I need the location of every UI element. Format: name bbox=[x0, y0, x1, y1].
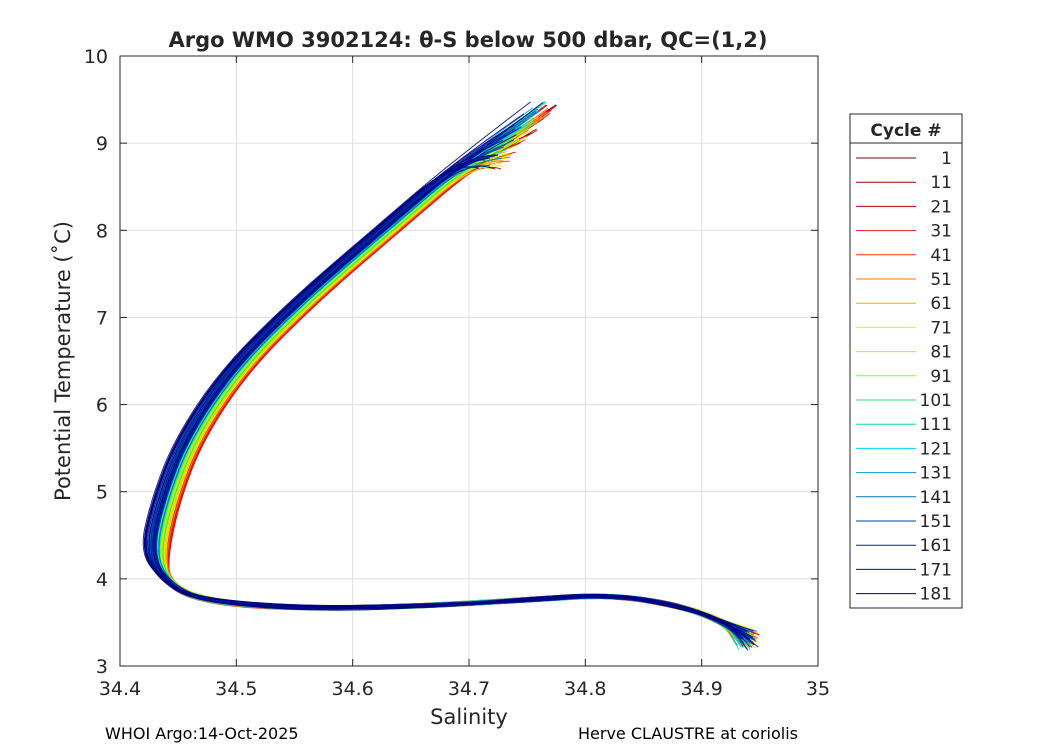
legend-label: 141 bbox=[920, 488, 952, 508]
footer-right: Herve CLAUSTRE at coriolis bbox=[578, 724, 798, 743]
y-tick-label: 10 bbox=[84, 46, 108, 68]
y-tick-label: 4 bbox=[96, 569, 108, 591]
legend-box bbox=[849, 113, 963, 609]
legend-label: 121 bbox=[920, 439, 952, 459]
legend-label: 41 bbox=[930, 246, 952, 266]
y-tick-label: 7 bbox=[96, 307, 108, 329]
legend-label: 71 bbox=[930, 318, 952, 338]
legend-label: 31 bbox=[930, 222, 952, 242]
axis-ticks: 34.4 34.5 34.6 34.7 34.8 34.9 35 3 4 5 6 7 8 9 10 bbox=[84, 46, 830, 700]
legend-label: 161 bbox=[920, 536, 952, 556]
legend-entries: 1112131415161718191101111121131141151161… bbox=[856, 149, 952, 605]
x-tick-label: 34.4 bbox=[99, 678, 141, 700]
legend: Cycle # 11121314151617181911011111211311… bbox=[849, 113, 963, 609]
legend-label: 11 bbox=[930, 173, 952, 193]
series-lines bbox=[142, 101, 760, 651]
legend-label: 21 bbox=[930, 197, 952, 217]
y-tick-label: 8 bbox=[96, 220, 108, 242]
legend-label: 171 bbox=[920, 560, 952, 580]
y-tick-label: 9 bbox=[96, 133, 108, 155]
x-tick-label: 34.5 bbox=[215, 678, 257, 700]
y-tick-label: 3 bbox=[96, 656, 108, 678]
legend-label: 81 bbox=[930, 343, 952, 363]
legend-label: 51 bbox=[930, 270, 952, 290]
y-axis-label: Potential Temperature (˚C) bbox=[51, 221, 75, 501]
x-tick-label: 34.9 bbox=[681, 678, 723, 700]
x-tick-label: 34.8 bbox=[564, 678, 606, 700]
chart-title: Argo WMO 3902124: θ-S below 500 dbar, QC… bbox=[169, 28, 768, 52]
legend-label: 151 bbox=[920, 512, 952, 532]
legend-label: 131 bbox=[920, 464, 952, 484]
legend-label: 91 bbox=[930, 367, 952, 387]
x-tick-label: 34.7 bbox=[448, 678, 490, 700]
legend-label: 101 bbox=[920, 391, 952, 411]
legend-label: 1 bbox=[941, 149, 952, 169]
x-tick-label: 34.6 bbox=[332, 678, 374, 700]
y-tick-label: 5 bbox=[96, 482, 108, 504]
footer-left: WHOI Argo:14-Oct-2025 bbox=[105, 724, 299, 743]
x-tick-label: 35 bbox=[806, 678, 830, 700]
y-tick-label: 6 bbox=[96, 395, 108, 417]
x-axis-label: Salinity bbox=[430, 705, 508, 729]
legend-label: 111 bbox=[920, 415, 952, 435]
profile-line bbox=[147, 157, 744, 639]
legend-label: 181 bbox=[920, 585, 952, 605]
legend-title: Cycle # bbox=[870, 121, 941, 141]
legend-label: 61 bbox=[930, 294, 952, 314]
